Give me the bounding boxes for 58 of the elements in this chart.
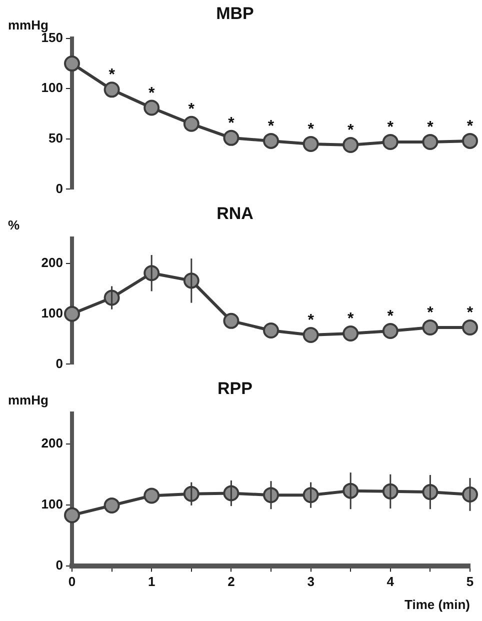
y-tick-label: 0 [56,180,63,196]
point [144,488,160,504]
y-tick-label: 100 [41,496,63,512]
point [263,132,279,149]
point [302,136,319,152]
y-tick-label: 0 [56,557,63,572]
chart-title: RPP [218,378,252,398]
annotation: * [308,120,315,138]
y-axis-title: % [8,217,20,232]
point [342,136,359,153]
annotation: * [387,118,394,136]
annotation: * [188,100,196,118]
point [382,322,398,339]
annotation: * [347,310,354,328]
point [64,56,80,72]
point [64,306,80,322]
point [462,319,478,336]
annotation: * [228,114,236,132]
x-tick-label: 5 [466,574,474,590]
point [462,132,478,149]
point [144,100,160,116]
x-tick-label: 3 [307,574,314,590]
annotation: * [427,304,434,322]
point [382,134,398,150]
y-tick-label: 200 [41,435,63,450]
annotation: * [427,118,434,136]
point [183,116,200,132]
x-axis-title: Time (min) [404,596,470,612]
annotation: * [308,312,315,330]
point [342,326,359,342]
point [104,497,120,514]
annotation: * [268,118,275,135]
annotation: * [148,84,156,102]
annotation: * [108,66,116,84]
y-tick-label: 100 [41,305,63,320]
point [64,507,80,524]
y-tick-label: 0 [56,356,63,371]
chart-title: MBP [216,4,254,23]
x-tick-label: 1 [148,574,156,590]
x-tick-label: 2 [228,574,235,590]
chart-title: RNA [216,204,254,223]
x-tick-label: 4 [386,574,395,590]
x-tick-label: 0 [68,574,76,590]
annotation: * [466,304,474,322]
y-tick-label: 200 [41,255,63,270]
point [263,322,279,338]
annotation: * [387,308,394,325]
y-tick-label: 50 [48,130,63,146]
annotation: * [466,118,474,135]
annotation: * [347,122,354,139]
y-tick-label: 100 [41,80,63,96]
point [223,130,240,146]
point [302,327,319,344]
point [422,134,438,150]
point [422,319,438,336]
point [104,82,120,98]
y-axis-title: mmHg [8,392,49,408]
point [223,312,240,329]
